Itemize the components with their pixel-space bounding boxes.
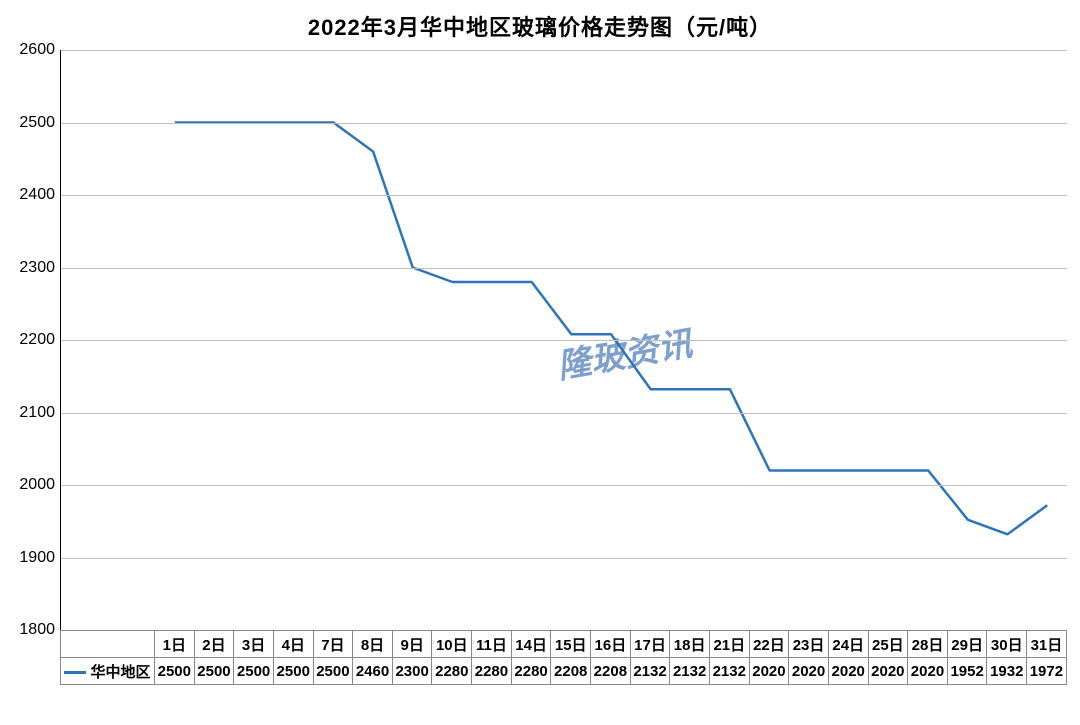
ytick-label: 2500 bbox=[11, 114, 55, 132]
series-line bbox=[175, 123, 1047, 535]
ytick-label: 2600 bbox=[11, 41, 55, 59]
table-category-cell: 2日 bbox=[194, 631, 234, 658]
table-value-cell: 2020 bbox=[868, 658, 908, 685]
table-category-cell: 21日 bbox=[709, 631, 749, 658]
table-value-cell: 2132 bbox=[630, 658, 670, 685]
table-values-row: 华中地区250025002500250025002460230022802280… bbox=[61, 658, 1067, 685]
table-value-cell: 2500 bbox=[194, 658, 234, 685]
legend-swatch-icon bbox=[64, 671, 86, 674]
table-category-cell: 9日 bbox=[392, 631, 432, 658]
table-category-cell: 1日 bbox=[155, 631, 195, 658]
table-value-cell: 1952 bbox=[947, 658, 987, 685]
table-category-cell: 25日 bbox=[868, 631, 908, 658]
table-value-cell: 2500 bbox=[234, 658, 274, 685]
table-value-cell: 2020 bbox=[789, 658, 829, 685]
gridline bbox=[61, 485, 1067, 486]
chart-title: 2022年3月华中地区玻璃价格走势图（元/吨） bbox=[0, 10, 1080, 42]
table-category-cell: 18日 bbox=[670, 631, 710, 658]
gridline bbox=[61, 340, 1067, 341]
table-value-cell: 2208 bbox=[551, 658, 591, 685]
gridline bbox=[61, 558, 1067, 559]
ytick-label: 2400 bbox=[11, 186, 55, 204]
table-value-cell: 2500 bbox=[273, 658, 313, 685]
table-value-cell: 2132 bbox=[709, 658, 749, 685]
ytick-label: 2200 bbox=[11, 331, 55, 349]
table-category-cell: 8日 bbox=[353, 631, 393, 658]
table-category-cell: 22日 bbox=[749, 631, 789, 658]
table-category-cell: 10日 bbox=[432, 631, 472, 658]
table-category-cell: 3日 bbox=[234, 631, 274, 658]
ytick-label: 1800 bbox=[11, 621, 55, 639]
series-legend-cell: 华中地区 bbox=[61, 658, 155, 685]
table-value-cell: 1972 bbox=[1027, 658, 1067, 685]
ytick-label: 1900 bbox=[11, 549, 55, 567]
table-category-cell: 16日 bbox=[591, 631, 631, 658]
table-category-cell: 4日 bbox=[273, 631, 313, 658]
table-value-cell: 2020 bbox=[908, 658, 948, 685]
plot-area: 隆玻资讯 18001900200021002200230024002500260… bbox=[60, 50, 1067, 631]
table-value-cell: 2300 bbox=[392, 658, 432, 685]
gridline bbox=[61, 268, 1067, 269]
table-category-cell: 7日 bbox=[313, 631, 353, 658]
ytick-label: 2300 bbox=[11, 259, 55, 277]
table-category-cell: 14日 bbox=[511, 631, 551, 658]
table-category-cell: 30日 bbox=[987, 631, 1027, 658]
table-category-cell: 23日 bbox=[789, 631, 829, 658]
table-value-cell: 1932 bbox=[987, 658, 1027, 685]
table-value-cell: 2280 bbox=[432, 658, 472, 685]
table-category-cell: 28日 bbox=[908, 631, 948, 658]
table-category-cell: 15日 bbox=[551, 631, 591, 658]
gridline bbox=[61, 413, 1067, 414]
table-header-row: 1日2日3日4日7日8日9日10日11日14日15日16日17日18日21日22… bbox=[61, 631, 1067, 658]
table-category-cell: 17日 bbox=[630, 631, 670, 658]
ytick-label: 2100 bbox=[11, 404, 55, 422]
table-value-cell: 2500 bbox=[155, 658, 195, 685]
series-legend-label: 华中地区 bbox=[90, 664, 150, 681]
gridline bbox=[61, 195, 1067, 196]
table-category-cell: 29日 bbox=[947, 631, 987, 658]
table-legend-empty-cell bbox=[61, 631, 155, 658]
gridline bbox=[61, 123, 1067, 124]
table-value-cell: 2132 bbox=[670, 658, 710, 685]
chart-container: { "chart": { "type": "line", "title": "2… bbox=[0, 0, 1080, 725]
data-table: 1日2日3日4日7日8日9日10日11日14日15日16日17日18日21日22… bbox=[60, 630, 1067, 685]
table-value-cell: 2020 bbox=[749, 658, 789, 685]
table-value-cell: 2280 bbox=[511, 658, 551, 685]
table-value-cell: 2208 bbox=[591, 658, 631, 685]
ytick-label: 2000 bbox=[11, 476, 55, 494]
table-value-cell: 2280 bbox=[472, 658, 512, 685]
table-category-cell: 11日 bbox=[472, 631, 512, 658]
table-category-cell: 24日 bbox=[828, 631, 868, 658]
table-value-cell: 2460 bbox=[353, 658, 393, 685]
table-value-cell: 2500 bbox=[313, 658, 353, 685]
gridline bbox=[61, 50, 1067, 51]
table-value-cell: 2020 bbox=[828, 658, 868, 685]
table-category-cell: 31日 bbox=[1027, 631, 1067, 658]
